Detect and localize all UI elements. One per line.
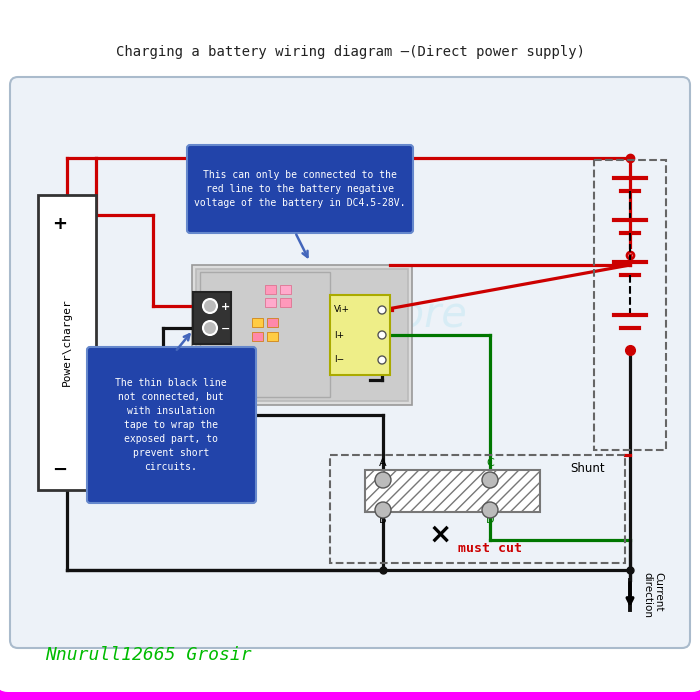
- Text: The thin black line
not connected, but
with insulation
tape to wrap the
exposed : The thin black line not connected, but w…: [116, 378, 227, 472]
- Bar: [252, 332, 263, 341]
- Text: Power\charger: Power\charger: [62, 298, 72, 386]
- Text: I+: I+: [334, 330, 344, 340]
- Bar: [192, 265, 412, 405]
- Circle shape: [482, 502, 498, 518]
- Text: Charging a battery wiring diagram —(Direct power supply): Charging a battery wiring diagram —(Dire…: [116, 45, 584, 59]
- Bar: [193, 292, 231, 344]
- Circle shape: [378, 306, 386, 314]
- Bar: [200, 273, 404, 397]
- Bar: [267, 332, 278, 341]
- Text: Nnurull12665 Grosir: Nnurull12665 Grosir: [45, 646, 251, 664]
- Text: ArtanStore: ArtanStore: [243, 294, 468, 336]
- Text: −: −: [221, 324, 230, 334]
- Circle shape: [378, 331, 386, 339]
- Text: I−: I−: [334, 356, 344, 365]
- Text: A: A: [379, 458, 387, 468]
- Bar: [330, 295, 390, 375]
- FancyBboxPatch shape: [87, 347, 256, 503]
- Circle shape: [375, 472, 391, 488]
- Bar: [38, 195, 96, 490]
- Text: Vi+: Vi+: [334, 305, 350, 314]
- FancyBboxPatch shape: [10, 77, 690, 648]
- Text: B: B: [379, 515, 387, 525]
- Bar: [252, 318, 263, 327]
- Text: This can only be connected to the
red line to the battery negative
voltage of th: This can only be connected to the red li…: [195, 170, 406, 208]
- FancyBboxPatch shape: [187, 145, 413, 233]
- Circle shape: [482, 472, 498, 488]
- Text: +: +: [221, 302, 230, 312]
- Circle shape: [378, 356, 386, 364]
- Bar: [265, 285, 276, 294]
- Bar: [280, 285, 291, 294]
- Text: Shunt: Shunt: [570, 463, 605, 475]
- Bar: [330, 455, 625, 563]
- Bar: [365, 470, 540, 512]
- Bar: [196, 269, 408, 401]
- Text: +: +: [52, 215, 67, 233]
- Circle shape: [203, 299, 217, 313]
- Bar: [280, 298, 291, 307]
- Circle shape: [203, 321, 217, 335]
- Bar: [267, 318, 278, 327]
- Text: C: C: [486, 458, 494, 468]
- Text: D: D: [486, 515, 494, 525]
- Text: −: −: [52, 461, 67, 479]
- Text: ×: ×: [428, 521, 452, 549]
- Text: must cut: must cut: [458, 542, 522, 554]
- Bar: [265, 298, 276, 307]
- Circle shape: [375, 502, 391, 518]
- Text: Current
direction: Current direction: [642, 572, 664, 618]
- Bar: [594, 160, 666, 450]
- Bar: [200, 272, 330, 397]
